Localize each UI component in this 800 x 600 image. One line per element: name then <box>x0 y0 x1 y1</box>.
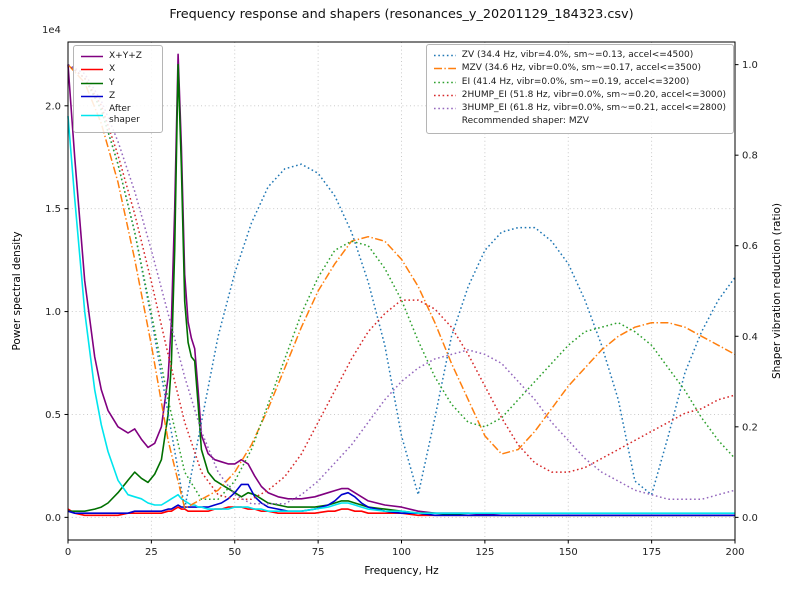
shapers-legend: ZV (34.4 Hz, vibr=4.0%, sm~=0.13, accel<… <box>425 44 734 134</box>
x-tick-label: 125 <box>475 547 494 558</box>
x-tick-label: 200 <box>725 547 744 558</box>
right-y-tick-label: 0.6 <box>742 241 758 252</box>
legend-label-2hump-ei: 2HUMP_EI (51.8 Hz, vibr=0.0%, sm~=0.20, … <box>461 89 726 100</box>
curve-psd-after-shaper <box>67 116 735 514</box>
x-tick-label: 75 <box>312 547 325 558</box>
curve-shaper-ei <box>67 64 736 501</box>
3hump-ei-line-swatch <box>433 107 456 110</box>
right-y-tick-label: 0.0 <box>742 513 758 524</box>
legend-label-x: X <box>109 64 116 75</box>
after-shaper-line-swatch <box>81 114 103 117</box>
x-line-swatch <box>81 69 103 71</box>
left-y-tick-label: 0.0 <box>45 513 61 524</box>
ei-line-swatch <box>433 81 456 83</box>
recommended-shaper-note: Recommended shaper: MZV <box>462 116 726 127</box>
x-tick-label: 150 <box>559 547 578 558</box>
x-tick-label: 100 <box>392 547 411 558</box>
chart-title: Frequency response and shapers (resonanc… <box>169 7 634 22</box>
legend-label-mzv: MZV (34.6 Hz, vibr=0.0%, sm~=0.17, accel… <box>461 63 701 74</box>
x-axis-label: Frequency, Hz <box>364 565 439 577</box>
z-line-swatch <box>81 95 103 98</box>
legend-label-y: Y <box>109 77 115 88</box>
curve-psd-x-y-z <box>67 53 735 517</box>
mzv-line-swatch <box>433 68 456 70</box>
right-y-tick-label: 0.8 <box>742 151 758 162</box>
legend-label-3hump-ei: 3HUMP_EI (61.8 Hz, vibr=0.0%, sm~=0.21, … <box>461 103 726 113</box>
legend-item-2hump-ei: 2HUMP_EI (51.8 Hz, vibr=0.0%, sm~=0.20, … <box>433 90 726 101</box>
legend-item-ei: EI (41.4 Hz, vibr=0.0%, sm~=0.19, accel<… <box>433 77 726 88</box>
left-y-tick-label: 0.5 <box>45 410 61 421</box>
legend-item-y: Y <box>80 78 155 89</box>
legend-item-after-shaper: After shaper <box>80 104 155 127</box>
legend-item-zv: ZV (34.4 Hz, vibr=4.0%, sm~=0.13, accel<… <box>433 50 726 61</box>
legend-label-xyz: X+Y+Z <box>109 51 142 61</box>
legend-label-ei: EI (41.4 Hz, vibr=0.0%, sm~=0.19, accel<… <box>461 76 690 87</box>
right-y-tick-label: 0.4 <box>742 332 758 343</box>
x-tick-label: 0 <box>65 547 71 558</box>
curve-shaper-zv <box>67 64 736 510</box>
legend-label-z: Z <box>109 90 116 101</box>
curve-shaper-mzv <box>67 64 736 510</box>
curve-shaper-3hump_ei <box>67 63 736 505</box>
zv-line-swatch <box>433 54 456 57</box>
2hump-ei-line-swatch <box>433 94 456 97</box>
legend-item-x: X <box>80 64 155 75</box>
curve-psd-z <box>67 483 735 517</box>
x-tick-label: 175 <box>642 547 661 558</box>
legend-item-3hump-ei: 3HUMP_EI (61.8 Hz, vibr=0.0%, sm~=0.21, … <box>433 103 726 114</box>
left-y-tick-label: 1.5 <box>45 204 61 215</box>
y-axis-offset-text: 1e4 <box>42 25 61 36</box>
left-y-axis-label: Power spectral density <box>11 231 23 351</box>
y-line-swatch <box>81 82 103 84</box>
legend-item-xyz: X+Y+Z <box>80 51 155 62</box>
legend-item-z: Z <box>80 91 155 102</box>
curve-shaper-2hump_ei <box>67 64 736 501</box>
left-y-tick-label: 1.0 <box>45 307 61 318</box>
right-y-axis-label: Shaper vibration reduction (ratio) <box>771 202 783 380</box>
psd-legend: X+Y+Z X Y Z After shaper <box>73 45 163 133</box>
right-y-tick-label: 0.2 <box>742 422 758 433</box>
left-y-tick-label: 2.0 <box>45 101 61 112</box>
recommended-shaper-text: Recommended shaper: MZV <box>461 116 589 127</box>
legend-item-mzv: MZV (34.6 Hz, vibr=0.0%, sm~=0.17, accel… <box>433 63 726 74</box>
legend-label-zv: ZV (34.4 Hz, vibr=4.0%, sm~=0.13, accel<… <box>461 50 694 60</box>
x-tick-label: 50 <box>228 547 241 558</box>
x-tick-label: 25 <box>145 547 158 558</box>
xyz-line-swatch <box>81 55 103 58</box>
right-y-tick-label: 1.0 <box>742 60 758 71</box>
legend-label-after-shaper: After shaper <box>109 104 140 126</box>
